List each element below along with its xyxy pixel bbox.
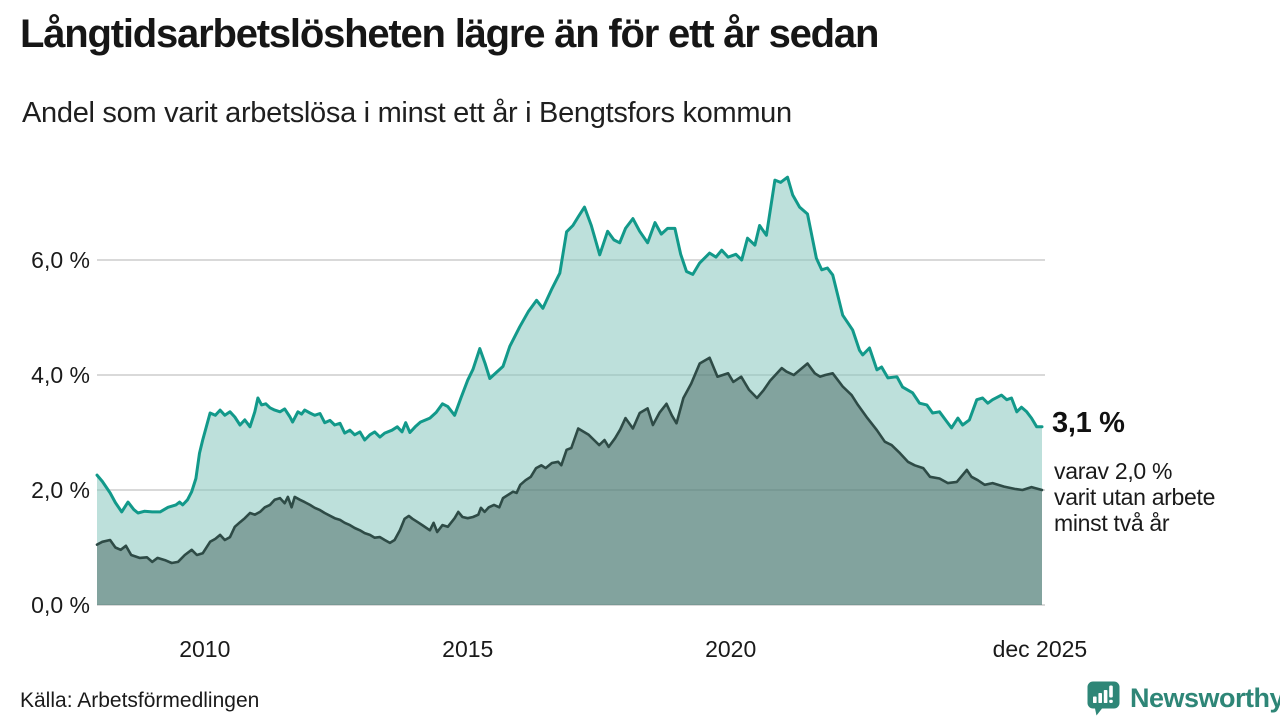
series-area-1 bbox=[97, 357, 1042, 605]
x-tick-label: dec 2025 bbox=[993, 636, 1088, 662]
latest-value-note: varav 2,0 % varit utan arbete minst två … bbox=[1054, 458, 1216, 536]
source-note: Källa: Arbetsförmedlingen bbox=[20, 689, 260, 712]
x-tick-label: 2020 bbox=[705, 636, 756, 662]
series-line-0 bbox=[95, 175, 1044, 515]
page-title: Långtidsarbetslösheten lägre än för ett … bbox=[20, 12, 879, 56]
chart-subtitle: Andel som varit arbetslösa i minst ett å… bbox=[22, 97, 792, 129]
newsworthy-logo: Newsworthy bbox=[1084, 679, 1280, 718]
latest-value-label: 3,1 % bbox=[1052, 407, 1125, 439]
series-area-0 bbox=[97, 177, 1042, 605]
newsworthy-logo-text: Newsworthy bbox=[1130, 683, 1280, 713]
x-tick-label: 2015 bbox=[442, 636, 493, 662]
y-tick-label: 6,0 % bbox=[31, 247, 90, 273]
y-tick-label: 0,0 % bbox=[31, 592, 90, 618]
y-tick-label: 4,0 % bbox=[31, 362, 90, 388]
y-tick-label: 2,0 % bbox=[31, 477, 90, 503]
x-tick-label: 2010 bbox=[179, 636, 230, 662]
series-line-1 bbox=[95, 356, 1044, 565]
newsworthy-logo-icon bbox=[1087, 681, 1120, 716]
